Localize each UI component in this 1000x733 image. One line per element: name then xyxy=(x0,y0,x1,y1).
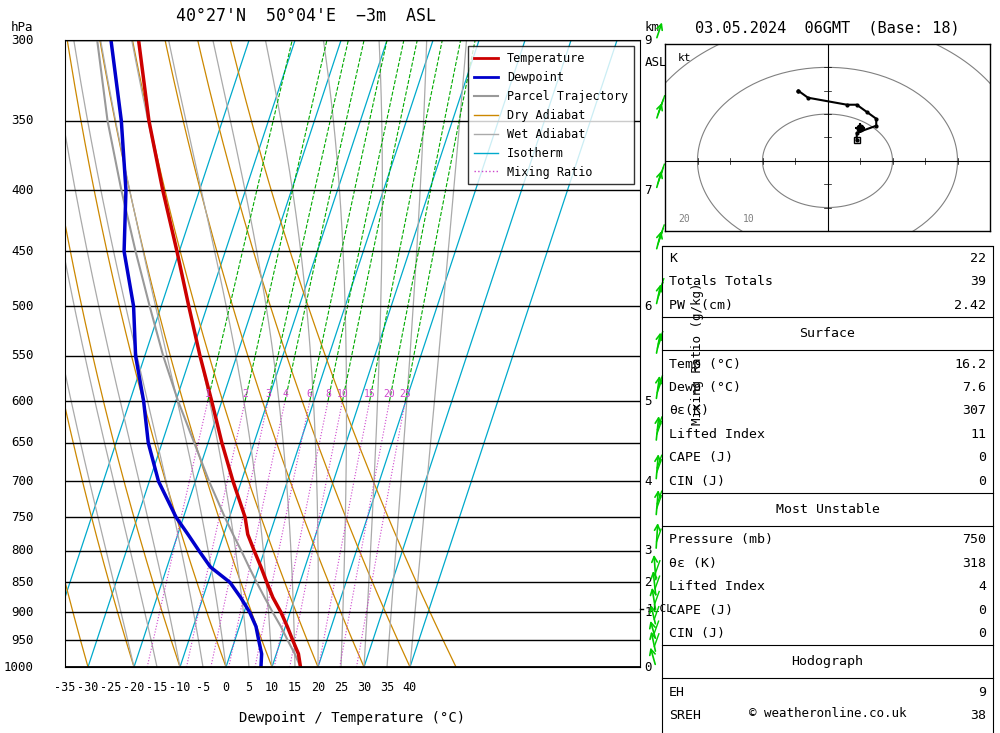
Text: 10: 10 xyxy=(265,681,279,694)
Text: 20: 20 xyxy=(311,681,325,694)
Text: 1LCL: 1LCL xyxy=(647,604,674,614)
Text: 20: 20 xyxy=(384,389,395,399)
Text: Totals Totals: Totals Totals xyxy=(669,276,773,288)
Text: 5: 5 xyxy=(645,394,652,408)
Legend: Temperature, Dewpoint, Parcel Trajectory, Dry Adiabat, Wet Adiabat, Isotherm, Mi: Temperature, Dewpoint, Parcel Trajectory… xyxy=(468,46,634,185)
Text: Dewpoint / Temperature (°C): Dewpoint / Temperature (°C) xyxy=(239,711,466,725)
Text: 500: 500 xyxy=(11,300,33,313)
Text: -10: -10 xyxy=(169,681,191,694)
Text: 307: 307 xyxy=(962,405,986,417)
Text: 7.6: 7.6 xyxy=(962,381,986,394)
Text: 600: 600 xyxy=(11,394,33,408)
Text: 900: 900 xyxy=(11,605,33,619)
Text: 950: 950 xyxy=(11,634,33,647)
Text: 1: 1 xyxy=(205,389,211,399)
Text: 700: 700 xyxy=(11,475,33,488)
Text: 6: 6 xyxy=(645,300,652,313)
Text: EH: EH xyxy=(669,686,685,699)
Text: 15: 15 xyxy=(288,681,302,694)
Text: 0: 0 xyxy=(978,604,986,616)
Text: 11: 11 xyxy=(970,428,986,441)
Text: 7: 7 xyxy=(645,183,652,196)
Text: 9: 9 xyxy=(978,686,986,699)
Text: 25: 25 xyxy=(399,389,411,399)
Text: CIN (J): CIN (J) xyxy=(669,627,725,640)
Text: 16.2: 16.2 xyxy=(954,358,986,370)
Text: 35: 35 xyxy=(380,681,394,694)
Text: 2.42: 2.42 xyxy=(954,299,986,312)
Text: -30: -30 xyxy=(77,681,99,694)
Text: 0: 0 xyxy=(978,475,986,487)
Text: 20: 20 xyxy=(678,213,690,224)
Text: 6: 6 xyxy=(307,389,313,399)
Text: 10: 10 xyxy=(337,389,348,399)
Text: Most Unstable: Most Unstable xyxy=(776,503,880,516)
Text: 4: 4 xyxy=(282,389,288,399)
Text: PW  (cm): PW (cm) xyxy=(669,299,733,312)
Text: -20: -20 xyxy=(123,681,145,694)
Text: Hodograph: Hodograph xyxy=(792,655,864,668)
Text: 800: 800 xyxy=(11,545,33,557)
Text: SREH: SREH xyxy=(669,710,701,722)
Text: K: K xyxy=(669,252,677,265)
Text: 550: 550 xyxy=(11,350,33,362)
Text: Surface: Surface xyxy=(800,327,856,340)
Text: 03.05.2024  06GMT  (Base: 18): 03.05.2024 06GMT (Base: 18) xyxy=(695,21,960,35)
Text: -15: -15 xyxy=(146,681,168,694)
Text: 40°27'N  50°04'E  −3m  ASL: 40°27'N 50°04'E −3m ASL xyxy=(176,7,436,25)
Text: 2: 2 xyxy=(242,389,248,399)
Text: 0: 0 xyxy=(978,627,986,640)
Text: θε(K): θε(K) xyxy=(669,405,709,417)
Text: 5: 5 xyxy=(245,681,253,694)
Text: -5: -5 xyxy=(196,681,210,694)
Text: 8: 8 xyxy=(325,389,331,399)
Text: Lifted Index: Lifted Index xyxy=(669,581,765,593)
Text: 1000: 1000 xyxy=(3,660,33,674)
Text: Lifted Index: Lifted Index xyxy=(669,428,765,441)
Text: 40: 40 xyxy=(403,681,417,694)
Text: 0: 0 xyxy=(978,452,986,464)
Text: Mixing Ratio (g/kg): Mixing Ratio (g/kg) xyxy=(691,282,704,425)
Text: 30: 30 xyxy=(357,681,371,694)
Text: 22: 22 xyxy=(970,252,986,265)
Text: 4: 4 xyxy=(645,475,652,488)
Text: 650: 650 xyxy=(11,436,33,449)
Text: 0: 0 xyxy=(222,681,230,694)
Text: 4: 4 xyxy=(978,581,986,593)
Text: CAPE (J): CAPE (J) xyxy=(669,452,733,464)
Text: ASL: ASL xyxy=(645,56,667,69)
Text: 9: 9 xyxy=(645,34,652,47)
Text: hPa: hPa xyxy=(11,21,33,34)
Text: 3: 3 xyxy=(265,389,271,399)
Text: 39: 39 xyxy=(970,276,986,288)
Text: kt: kt xyxy=(678,54,692,63)
Text: 318: 318 xyxy=(962,557,986,570)
Text: CIN (J): CIN (J) xyxy=(669,475,725,487)
Text: Pressure (mb): Pressure (mb) xyxy=(669,534,773,546)
Text: CAPE (J): CAPE (J) xyxy=(669,604,733,616)
Text: 0: 0 xyxy=(645,660,652,674)
Text: θε (K): θε (K) xyxy=(669,557,717,570)
Text: 400: 400 xyxy=(11,183,33,196)
Text: 750: 750 xyxy=(11,511,33,524)
Text: -25: -25 xyxy=(100,681,122,694)
Text: -35: -35 xyxy=(54,681,76,694)
Text: 10: 10 xyxy=(743,213,755,224)
Text: 15: 15 xyxy=(364,389,375,399)
Text: 750: 750 xyxy=(962,534,986,546)
Text: Temp (°C): Temp (°C) xyxy=(669,358,741,370)
Text: 300: 300 xyxy=(11,34,33,47)
Text: 2: 2 xyxy=(645,576,652,589)
Text: km: km xyxy=(645,21,660,34)
Text: © weatheronline.co.uk: © weatheronline.co.uk xyxy=(749,707,906,720)
Text: 350: 350 xyxy=(11,114,33,127)
Text: 3: 3 xyxy=(645,545,652,557)
Text: 850: 850 xyxy=(11,576,33,589)
Text: 38: 38 xyxy=(970,710,986,722)
Text: 25: 25 xyxy=(334,681,348,694)
Text: Dewp (°C): Dewp (°C) xyxy=(669,381,741,394)
Text: 450: 450 xyxy=(11,245,33,258)
Text: 1: 1 xyxy=(645,605,652,619)
